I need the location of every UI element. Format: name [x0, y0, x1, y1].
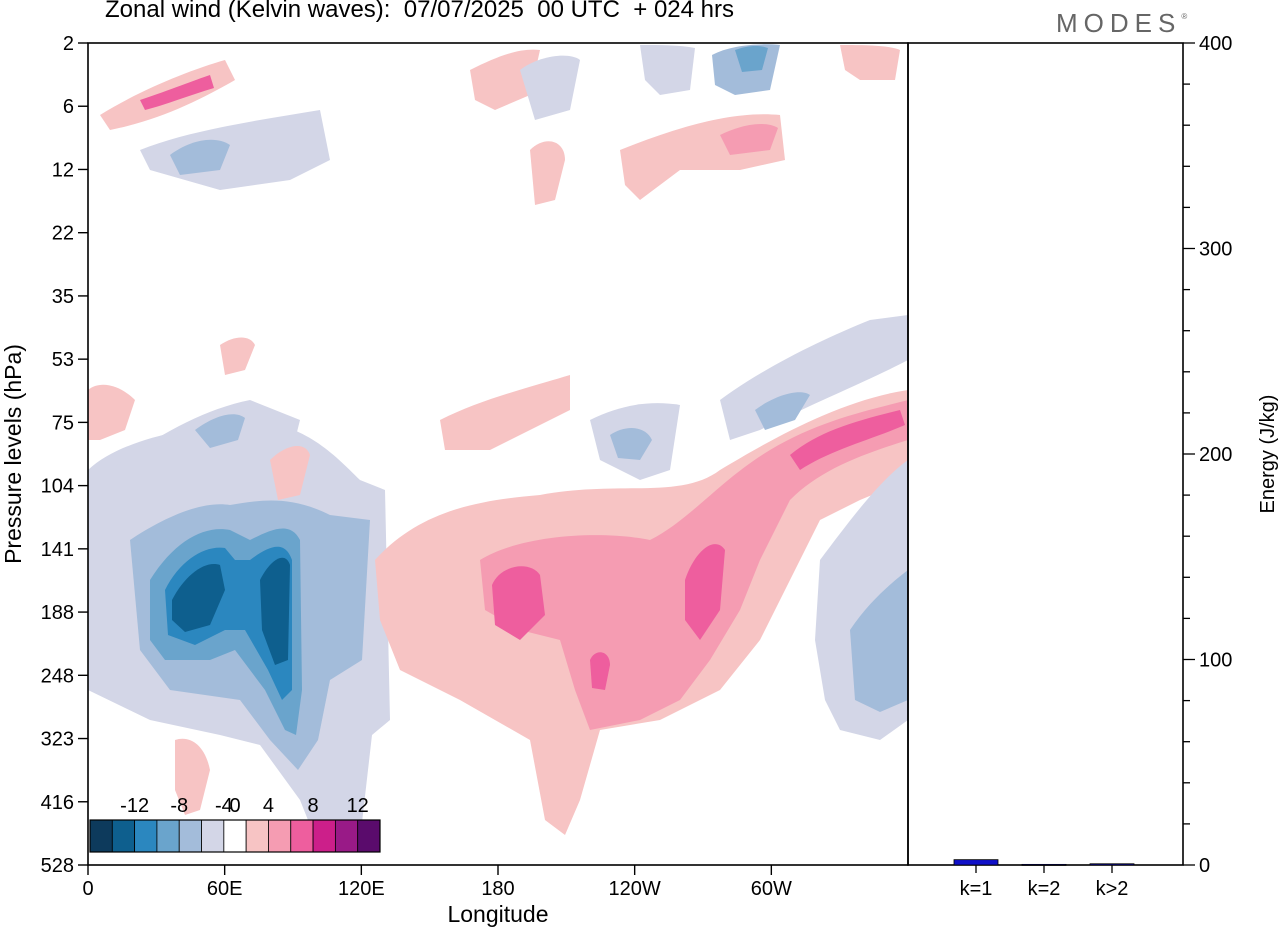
colorbar-label: 12	[347, 795, 369, 817]
colorbar-label: -4	[215, 795, 233, 817]
contour-field	[88, 44, 908, 850]
contour-pos-mid2	[440, 375, 570, 450]
x-tick-label: 60E	[207, 878, 243, 900]
energy-category-label: k=2	[1028, 878, 1061, 900]
y-tick-label: 416	[41, 792, 74, 814]
energy-bar	[1089, 863, 1135, 866]
y-tick-label: 141	[41, 539, 74, 561]
contour-pos-lev3d	[790, 410, 905, 470]
contour-neg-mid4	[755, 392, 810, 430]
energy-tick-label: 0	[1199, 855, 1210, 877]
colorbar-swatch	[334, 819, 359, 853]
contour-pos-lev3c	[590, 652, 610, 690]
colorbar-swatch	[312, 819, 336, 853]
x-tick-label: 60W	[751, 878, 792, 900]
x-tick-label: 0	[82, 878, 93, 900]
contour-neg-upper5	[640, 45, 695, 95]
bar-panel-frame	[907, 42, 1184, 866]
y-tick-label: 323	[41, 729, 74, 751]
contour-neg-upper6	[520, 55, 580, 120]
energy-tick-label: 100	[1199, 650, 1232, 672]
contour-pos-upper7	[840, 45, 900, 80]
contour-neg-lev5	[172, 564, 225, 632]
energy-bars: k=1 k=2 k>2	[953, 859, 1135, 900]
x-tick-label: 180	[481, 878, 514, 900]
energy-y-axis: 0 100 200 300 400	[1183, 33, 1232, 877]
x-tick-label: 120W	[609, 878, 661, 900]
contour-neg-lev5b	[260, 557, 290, 665]
contour-pos-lev3	[492, 566, 545, 640]
colorbar-swatch	[89, 819, 113, 853]
y-tick-label: 75	[52, 412, 74, 434]
y-tick-label: 35	[52, 286, 74, 308]
energy-tick-label: 400	[1199, 33, 1232, 55]
colorbar-label: 8	[308, 795, 319, 817]
contour-neg-mid6	[195, 414, 245, 448]
colorbar-swatch	[357, 819, 381, 853]
energy-tick-label: 200	[1199, 444, 1232, 466]
contour-pos-mid3	[270, 445, 310, 500]
contour-neg-mid2	[610, 428, 652, 460]
colorbar-label: 0	[229, 795, 240, 817]
colorbar: -12 -8 -40 4 8 12	[89, 795, 381, 853]
energy-category-label: k>2	[1096, 878, 1129, 900]
colorbar-label: -12	[120, 795, 149, 817]
colorbar-frame	[89, 819, 381, 853]
y-tick-label: 104	[41, 476, 74, 498]
contour-pos-mid1	[88, 384, 135, 440]
modes-logo: MODES®	[1056, 8, 1188, 38]
contour-pos-upper6	[470, 49, 540, 110]
colorbar-swatch	[111, 819, 136, 853]
contour-pos-upper2	[140, 75, 214, 110]
contour-neg-upper2	[170, 139, 230, 175]
y-tick-label: 2	[63, 33, 74, 55]
colorbar-swatch	[290, 819, 314, 853]
contour-pos-upper5	[530, 141, 565, 205]
energy-tick-label: 300	[1199, 239, 1232, 261]
energy-bar	[953, 859, 999, 866]
colorbar-swatch	[201, 819, 225, 853]
colorbar-label: 4	[263, 795, 274, 817]
y-tick-label: 248	[41, 665, 74, 687]
contour-pos-mid4	[220, 337, 255, 375]
y-tick-label: 188	[41, 602, 74, 624]
colorbar-swatch	[223, 819, 247, 853]
heatmap-x-axis: 0 60E 120E 180 120W 60W	[82, 865, 792, 900]
colorbar-label: -8	[170, 795, 188, 817]
chart-title: Zonal wind (Kelvin waves): 07/07/2025 00…	[105, 0, 734, 23]
x-axis-title: Longitude	[447, 901, 548, 927]
energy-category-label: k=1	[960, 878, 993, 900]
logo-text: MODES	[1056, 8, 1182, 38]
colorbar-swatch	[178, 819, 202, 853]
y-axis-title: Pressure levels (hPa)	[0, 344, 26, 564]
colorbar-swatch	[268, 819, 292, 853]
colorbar-swatch	[245, 819, 269, 853]
energy-axis-title: Energy (J/kg)	[1257, 395, 1279, 514]
contour-pos-upper4	[720, 124, 778, 155]
contour-neg-upper1	[140, 110, 330, 190]
contour-pos-low1	[175, 738, 210, 815]
contour-neg-upper4	[735, 45, 768, 72]
colorbar-swatch	[134, 819, 158, 853]
colorbar-swatch	[156, 819, 180, 853]
contour-pos-lev3b	[685, 544, 725, 640]
y-tick-label: 12	[52, 159, 74, 181]
y-tick-label: 6	[63, 96, 74, 118]
heatmap-y-axis: 2 6 12 22 35 53 75 104 141 188 248 323 416 528	[41, 33, 88, 877]
y-tick-label: 528	[41, 855, 74, 877]
contour-neg-east2	[850, 570, 908, 712]
x-tick-label: 120E	[338, 878, 385, 900]
y-tick-label: 53	[52, 349, 74, 371]
y-tick-label: 22	[52, 223, 74, 245]
